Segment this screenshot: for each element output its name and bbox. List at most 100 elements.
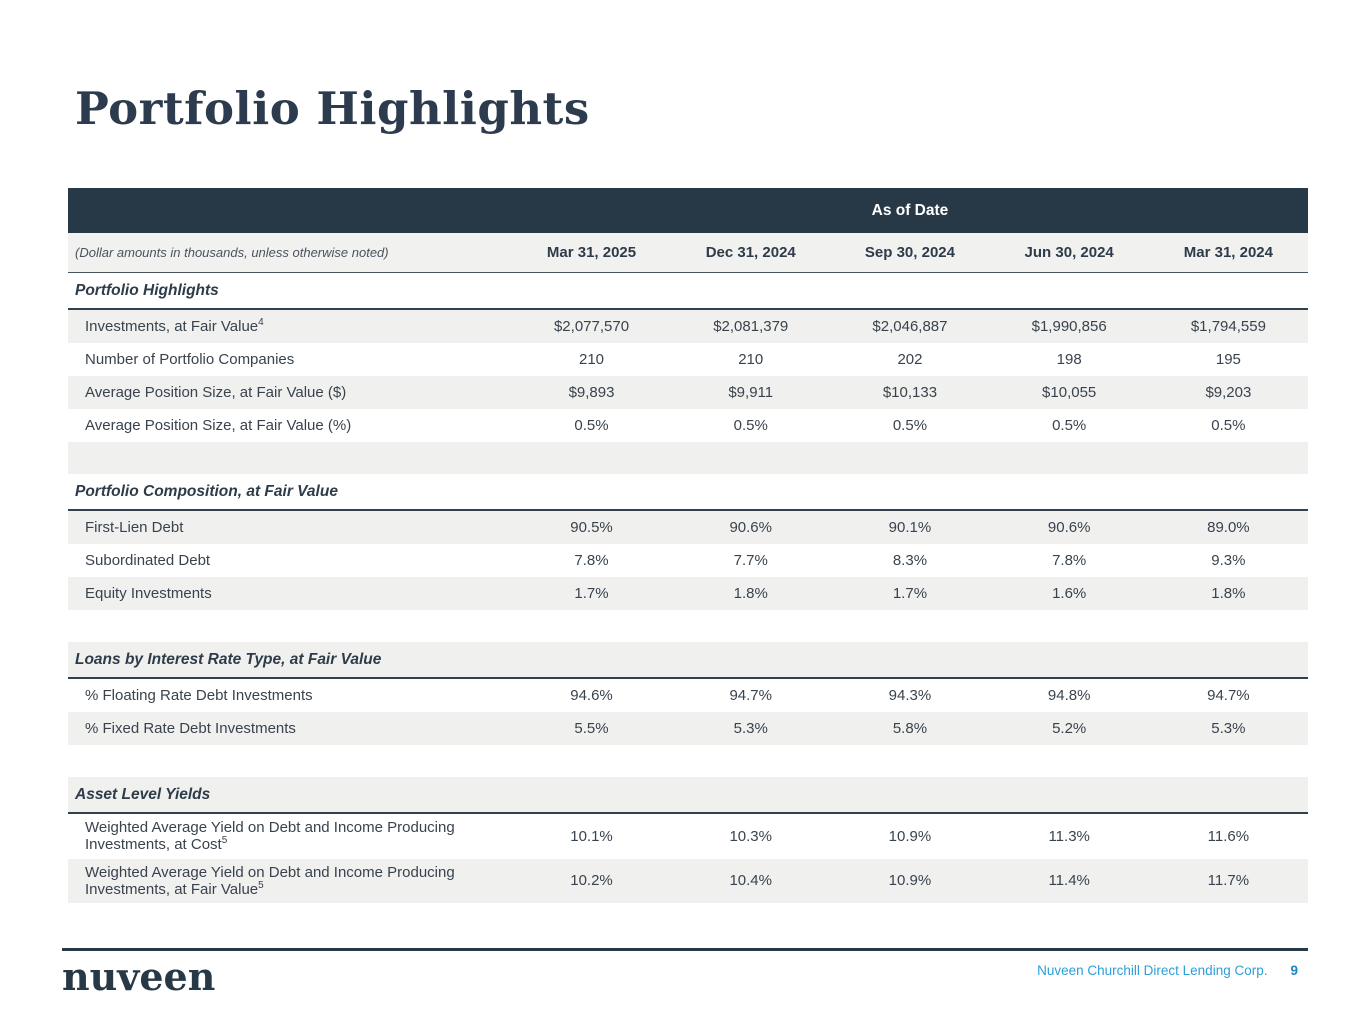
row-value: 0.5%	[1052, 417, 1087, 434]
row-value: 11.4%	[1048, 872, 1090, 890]
page-title: Portfolio Highlights	[75, 82, 590, 135]
spacer-row	[68, 610, 1308, 642]
row-label: Average Position Size, at Fair Value ($)	[85, 383, 347, 401]
footnote-superscript: 4	[258, 316, 264, 328]
row-value: 5.3%	[1211, 720, 1246, 737]
portfolio-highlights-table: As of Date (Dollar amounts in thousands,…	[68, 188, 1308, 903]
row-value: 5.5%	[574, 720, 609, 737]
row-value: 5.8%	[892, 720, 928, 737]
row-label: Investments, at Fair Value4	[85, 316, 264, 335]
column-header-date: Mar 31, 2024	[1183, 244, 1273, 261]
section-title: Portfolio Highlights	[75, 281, 219, 299]
row-value: $10,055	[1042, 384, 1097, 401]
footer-right: Nuveen Churchill Direct Lending Corp. 9	[1037, 963, 1298, 978]
row-value: $1,794,559	[1190, 318, 1266, 335]
row-value: 8.3%	[892, 552, 928, 569]
row-value: 210	[738, 351, 764, 368]
row-label: First-Lien Debt	[85, 518, 184, 536]
row-value: $10,133	[882, 384, 938, 401]
spacer-row	[68, 442, 1308, 474]
row-value: 1.6%	[1052, 585, 1087, 602]
row-label: Equity Investments	[85, 584, 212, 602]
row-value: 90.5%	[570, 519, 613, 536]
row-value: 90.6%	[1047, 519, 1091, 536]
footer-page-number: 9	[1290, 963, 1298, 978]
section-header-row: Portfolio Composition, at Fair Value	[68, 474, 1308, 511]
row-value: 7.8%	[1052, 552, 1087, 569]
row-value: 10.2%	[570, 872, 613, 890]
section-header-row: Asset Level Yields	[68, 777, 1308, 814]
table-row: Number of Portfolio Companies 210 210 202 19…	[68, 343, 1308, 376]
column-header-date: Sep 30, 2024	[864, 244, 955, 261]
row-value: 11.3%	[1048, 827, 1090, 845]
row-value: 1.8%	[733, 585, 768, 602]
row-value: 94.7%	[729, 687, 772, 704]
spacer-row	[68, 745, 1308, 777]
row-value: 195	[1215, 351, 1241, 368]
column-header-date: Dec 31, 2024	[705, 244, 796, 261]
table-row: Weighted Average Yield on Debt and Incom…	[68, 814, 1308, 859]
row-value: 10.4%	[729, 872, 772, 890]
row-value: 0.5%	[574, 417, 609, 434]
row-value: $2,077,570	[553, 318, 630, 335]
table-row: % Floating Rate Debt Investments 94.6% 94.…	[68, 679, 1308, 712]
footer-company-name: Nuveen Churchill Direct Lending Corp.	[1037, 963, 1268, 978]
row-value: 10.1%	[570, 827, 613, 845]
row-value: 90.6%	[729, 519, 772, 536]
row-value: 94.8%	[1047, 687, 1091, 704]
row-label: % Fixed Rate Debt Investments	[85, 719, 296, 737]
row-value: 202	[897, 351, 923, 368]
row-value: $1,990,856	[1031, 318, 1107, 335]
row-value: 0.5%	[892, 417, 928, 434]
nuveen-logo: nuveen	[62, 954, 216, 999]
column-header-row: (Dollar amounts in thousands, unless oth…	[68, 233, 1308, 273]
row-value: 198	[1056, 351, 1082, 368]
column-header-date: Jun 30, 2024	[1024, 244, 1114, 261]
row-value: 0.5%	[1211, 417, 1246, 434]
table-row: Weighted Average Yield on Debt and Incom…	[68, 858, 1308, 903]
row-value: 11.6%	[1207, 827, 1250, 845]
row-value: 1.7%	[574, 585, 609, 602]
table-body: Portfolio Highlights Investments, at Fair…	[68, 273, 1308, 903]
row-label: % Floating Rate Debt Investments	[85, 686, 313, 704]
row-value: $9,893	[568, 384, 615, 401]
row-label: Average Position Size, at Fair Value (%)	[85, 416, 352, 434]
table-row: Investments, at Fair Value4 $2,077,570 $2,…	[68, 310, 1308, 343]
row-label: Number of Portfolio Companies	[85, 350, 295, 368]
row-value: 94.6%	[570, 687, 613, 704]
table-row: Subordinated Debt 7.8% 7.7% 8.3% 7.8% 9.3%	[68, 544, 1308, 577]
row-value: 210	[579, 351, 605, 368]
footer-divider	[62, 948, 1308, 951]
table-row: % Fixed Rate Debt Investments 5.5% 5.3% 5.8…	[68, 712, 1308, 745]
row-label: Weighted Average Yield on Debt and Incom…	[85, 863, 455, 898]
row-label: Weighted Average Yield on Debt and Incom…	[85, 819, 455, 854]
row-value: $9,203	[1205, 384, 1252, 401]
row-value: 5.2%	[1052, 720, 1087, 737]
as-of-date-label: As of Date	[871, 201, 949, 219]
footnote-superscript: 5	[221, 835, 228, 847]
column-header-date: Mar 31, 2025	[546, 244, 637, 261]
row-value: 0.5%	[733, 417, 768, 434]
row-label: Subordinated Debt	[85, 551, 211, 569]
row-value: 5.3%	[733, 720, 768, 737]
section-header-row: Portfolio Highlights	[68, 273, 1308, 310]
row-value: 10.3%	[729, 827, 772, 845]
table-row: First-Lien Debt 90.5% 90.6% 90.1% 90.6% 89.0%	[68, 511, 1308, 544]
row-value: 10.9%	[888, 872, 932, 890]
row-value: 94.3%	[888, 687, 932, 704]
section-title: Portfolio Composition, at Fair Value	[75, 482, 338, 500]
dollar-amounts-note: (Dollar amounts in thousands, unless oth…	[75, 245, 389, 260]
section-header-row: Loans by Interest Rate Type, at Fair Val…	[68, 642, 1308, 679]
footnote-superscript: 5	[258, 879, 264, 891]
section-title: Asset Level Yields	[75, 785, 211, 803]
row-value: 7.7%	[733, 552, 768, 569]
table-row: Average Position Size, at Fair Value (%)…	[68, 409, 1308, 442]
as-of-date-banner: As of Date	[68, 188, 1308, 233]
row-value: 7.8%	[574, 552, 609, 569]
row-value: $2,046,887	[872, 318, 948, 335]
row-value: 90.1%	[888, 519, 932, 536]
row-value: 89.0%	[1207, 519, 1250, 536]
table-row: Average Position Size, at Fair Value ($)…	[68, 376, 1308, 409]
row-value: $2,081,379	[713, 318, 789, 335]
table-row: Equity Investments 1.7% 1.8% 1.7% 1.6% 1.8%	[68, 577, 1308, 610]
